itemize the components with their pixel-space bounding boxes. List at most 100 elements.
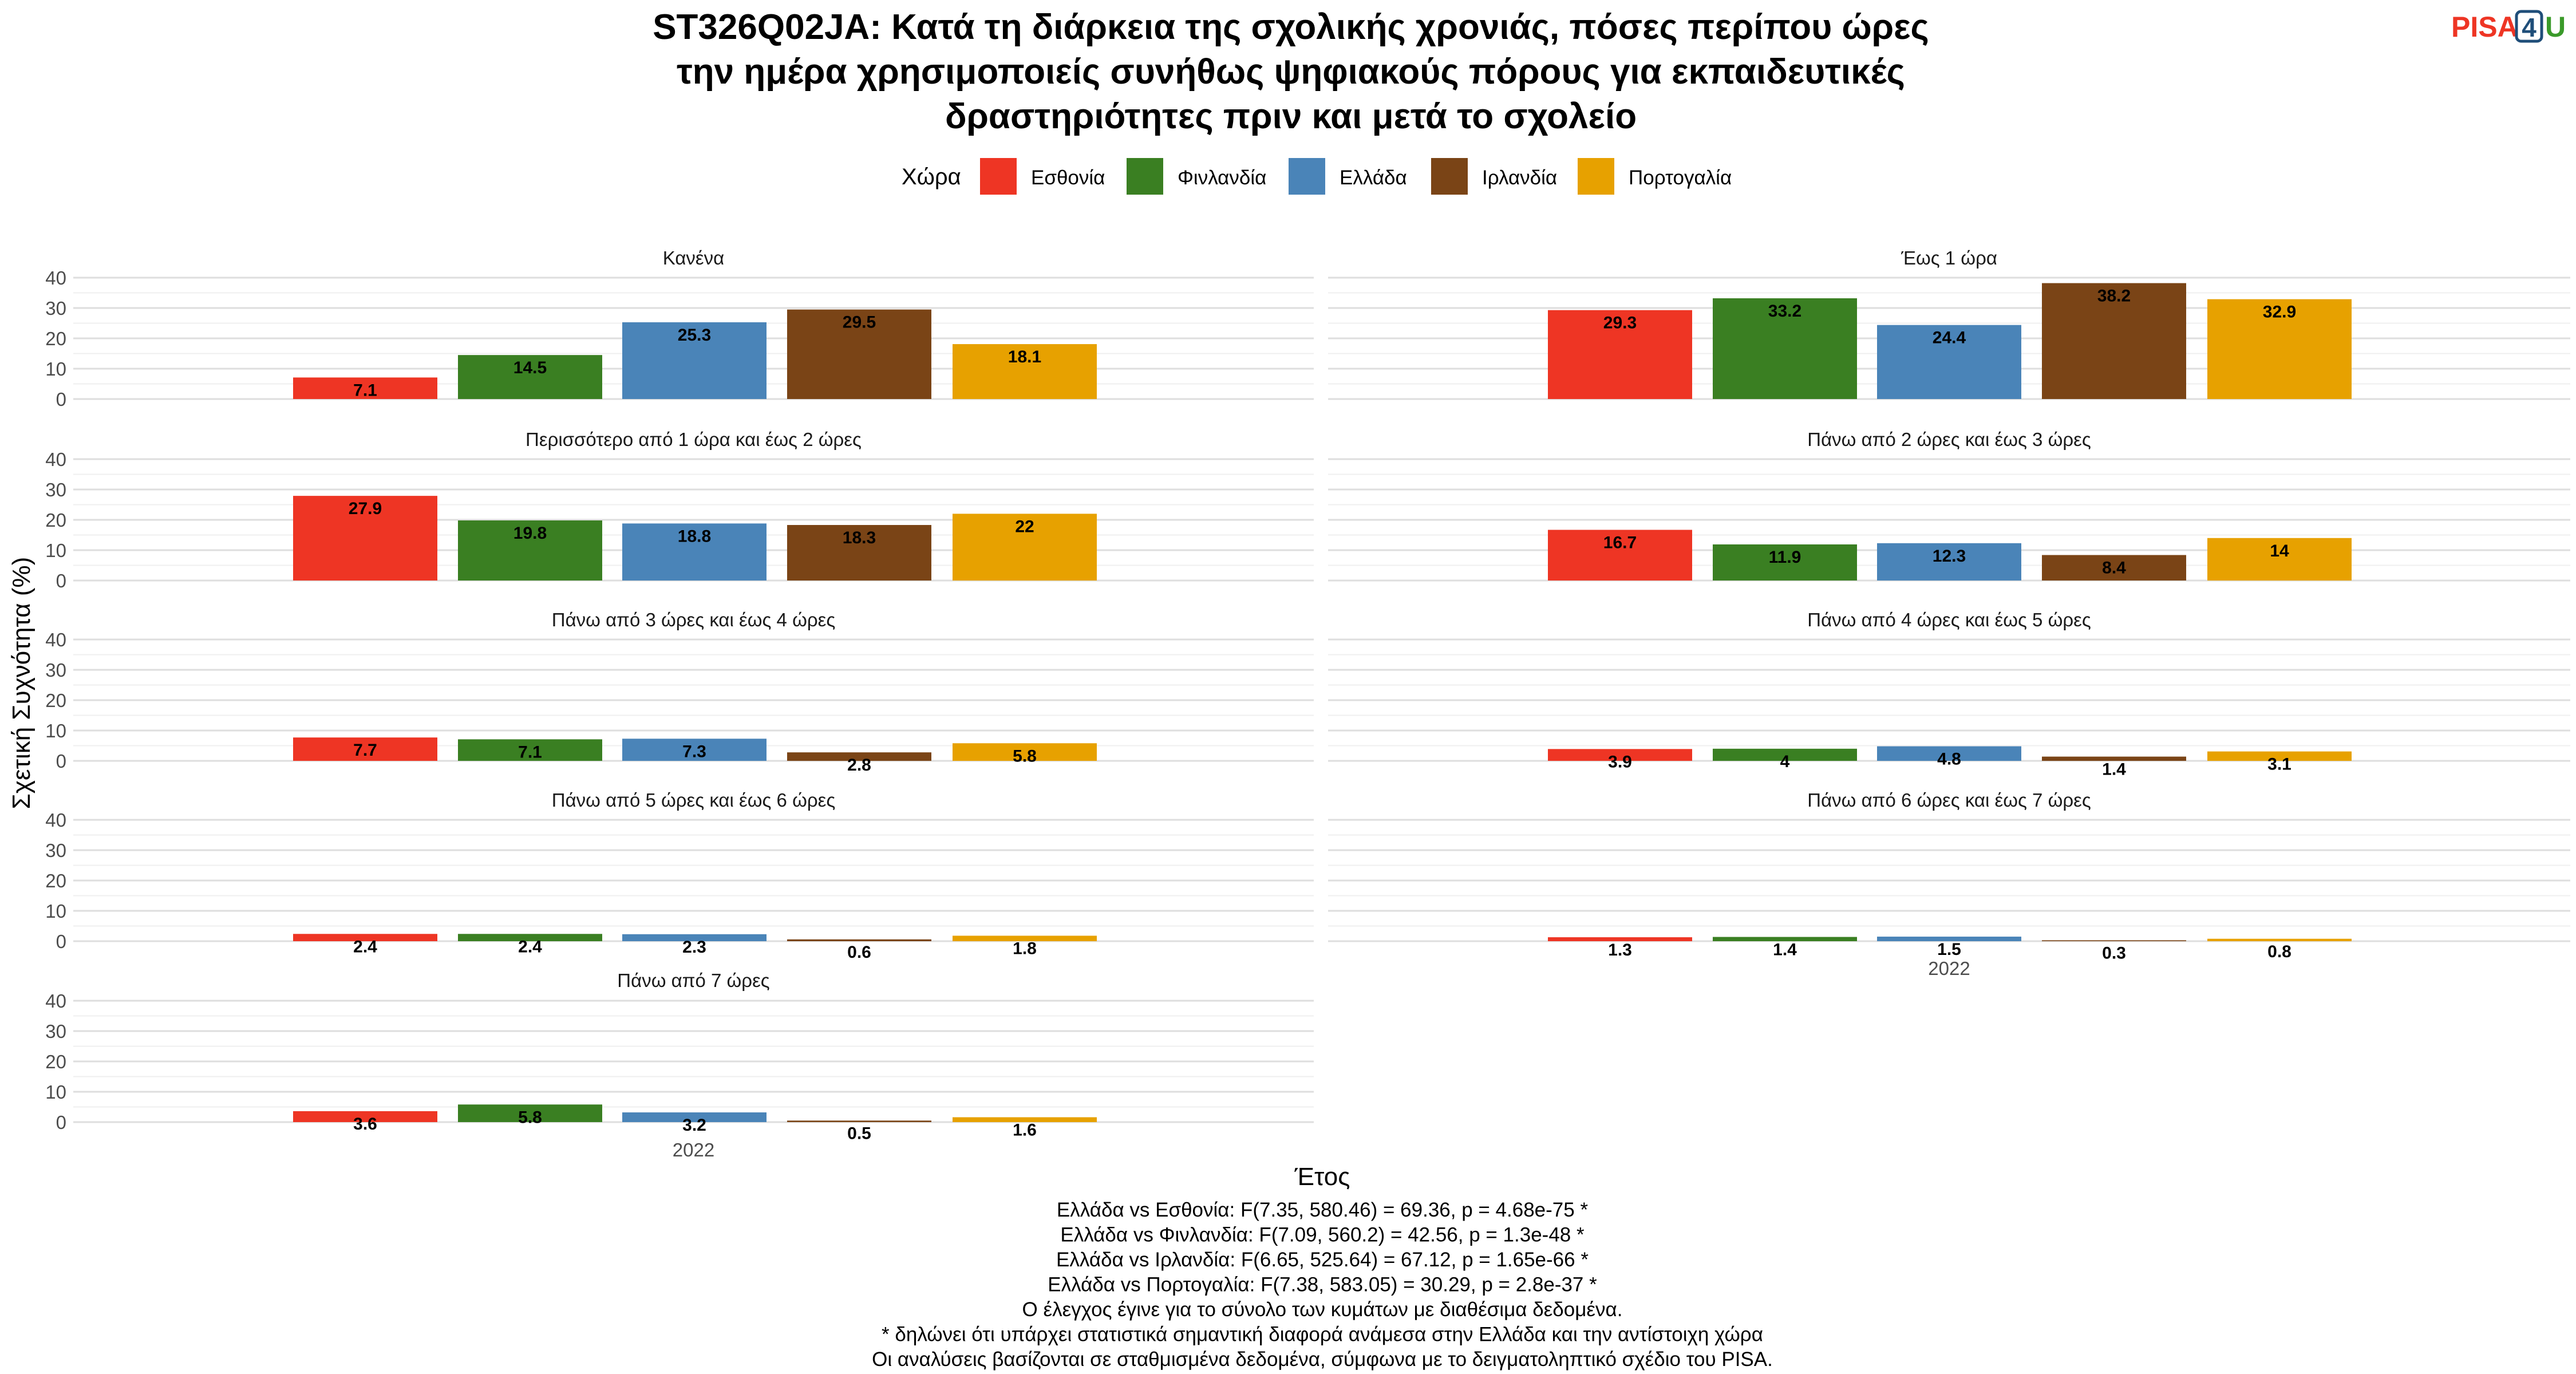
caption-line: Ελλάδα vs Εσθονία: F(7.35, 580.46) = 69.…	[1057, 1199, 1589, 1221]
y-tick-label: 10	[45, 901, 66, 922]
facet-strip-label: Πάνω από 7 ώρες	[617, 970, 769, 991]
bar-value-label: 7.1	[518, 743, 542, 761]
y-tick-label: 30	[45, 1021, 66, 1042]
bar	[622, 739, 767, 761]
bar-value-label: 27.9	[349, 499, 382, 518]
bar	[1877, 543, 2021, 581]
bar-value-label: 1.6	[1013, 1121, 1037, 1140]
logo-text: PISA	[2451, 11, 2518, 43]
bar	[1548, 937, 1692, 941]
bar-value-label: 7.7	[353, 741, 377, 760]
bar-value-label: 5.8	[518, 1108, 542, 1127]
bar	[2042, 940, 2186, 941]
bar	[787, 309, 931, 399]
y-tick-label: 0	[56, 751, 66, 772]
bar	[622, 523, 767, 581]
y-tick-label: 30	[45, 479, 66, 500]
bar-value-label: 33.2	[1768, 302, 1801, 321]
facet-panel: Πάνω από 6 ώρες και έως 7 ώρες 1.3 1.4 1.5 0…	[1328, 789, 2570, 962]
facet-strip-label: Περισσότερο από 1 ώρα και έως 2 ώρες	[526, 429, 862, 450]
bar	[2207, 751, 2352, 761]
bar-value-label: 29.3	[1603, 314, 1637, 333]
y-tick-label: 20	[45, 510, 66, 531]
bar-value-label: 1.5	[1937, 940, 1961, 959]
y-tick-label: 30	[45, 840, 66, 861]
bar	[2042, 283, 2186, 399]
legend-swatch	[980, 158, 1017, 195]
logo-letter: U	[2545, 11, 2566, 43]
y-tick-label: 30	[45, 298, 66, 319]
bar-value-label: 25.3	[678, 326, 711, 345]
chart-title: ST326Q02JA: Κατά τη διάρκεια της σχολική…	[653, 7, 1929, 136]
y-tick-label: 20	[45, 870, 66, 891]
title-line: την ημέρα χρησιμοποιείς συνήθως ψηφιακού…	[677, 52, 1905, 92]
y-tick-label: 20	[45, 328, 66, 349]
bar	[458, 1104, 602, 1122]
y-tick-label: 10	[45, 540, 66, 561]
bar	[787, 939, 931, 941]
legend: Χώρα Εσθονία Φινλανδία Ελλάδα Ιρλανδία Πορτογ…	[902, 158, 1732, 195]
bar-value-label: 12.3	[1933, 547, 1966, 566]
bar	[953, 1117, 1097, 1122]
bar	[293, 737, 437, 761]
bar	[787, 525, 931, 581]
legend-swatch	[1431, 158, 1468, 195]
legend-label: Εσθονία	[1031, 167, 1105, 189]
legend-label: Πορτογαλία	[1629, 167, 1732, 189]
bar-value-label: 0.3	[2102, 943, 2126, 962]
bar-value-label: 3.9	[1608, 752, 1632, 771]
bar-value-label: 1.8	[1013, 939, 1037, 958]
y-tick-label: 10	[45, 720, 66, 741]
bar	[787, 752, 931, 761]
bar-value-label: 24.4	[1933, 329, 1966, 348]
bar-value-label: 38.2	[2097, 287, 2131, 306]
bar	[1877, 746, 2021, 761]
bar-value-label: 18.3	[843, 528, 876, 547]
caption-line: Ελλάδα vs Πορτογαλία: F(7.38, 583.05) = …	[1048, 1274, 1597, 1296]
title-line: ST326Q02JA: Κατά τη διάρκεια της σχολική…	[653, 7, 1929, 47]
bar-value-label: 2.4	[353, 937, 377, 956]
facet-panel: Πάνω από 2 ώρες και έως 3 ώρες 16.7 11.9 12…	[1328, 429, 2570, 582]
legend-swatch	[1578, 158, 1614, 195]
bar	[1713, 748, 1857, 761]
bar-value-label: 3.6	[353, 1115, 377, 1134]
bar	[622, 1112, 767, 1122]
bar	[1877, 937, 2021, 941]
bar	[953, 743, 1097, 761]
bar-value-label: 8.4	[2102, 558, 2126, 577]
y-axis-title: Σχετική Συχνότητα (%)	[7, 557, 35, 810]
bar-value-label: 18.1	[1008, 348, 1041, 366]
bar	[622, 322, 767, 399]
legend-swatch	[1127, 158, 1163, 195]
facet-strip-label: Έως 1 ώρα	[1901, 247, 1997, 269]
bar	[458, 934, 602, 941]
bar-value-label: 2.3	[682, 938, 706, 957]
legend-swatch	[1289, 158, 1325, 195]
bar	[2042, 756, 2186, 761]
x-axis-title: Έτος	[1294, 1163, 1350, 1191]
facet-panel: Πάνω από 7 ώρες 0 10 20 30 40 3.6 5.8 3.2 0.5 1.6	[45, 970, 1314, 1143]
pisa4u-logo: PISA 4 U	[2451, 10, 2566, 43]
y-tick-label: 20	[45, 1051, 66, 1072]
y-tick-label: 0	[56, 1112, 66, 1133]
bar-value-label: 1.4	[2102, 760, 2126, 779]
facet-panel: Κανένα 0 10 20 30 40 7.1 14.5 25.3 29.5 18.1	[45, 247, 1314, 410]
bar	[1548, 749, 1692, 761]
legend-label: Φινλανδία	[1178, 167, 1266, 189]
bar-value-label: 14.5	[513, 358, 547, 377]
bar	[1713, 937, 1857, 941]
bar-value-label: 0.5	[847, 1124, 871, 1143]
bar	[458, 520, 602, 581]
bar	[2207, 299, 2352, 399]
y-tick-label: 0	[56, 931, 66, 952]
bar	[2042, 555, 2186, 581]
bar	[1713, 298, 1857, 399]
bar-value-label: 22	[1015, 517, 1034, 536]
legend-title: Χώρα	[902, 164, 961, 189]
bar	[953, 344, 1097, 399]
bar-value-label: 5.8	[1013, 747, 1037, 765]
axis-titles: 2022 2022 Έτος Σχετική Συχνότητα (%)	[7, 557, 1970, 1191]
logo-box	[2515, 10, 2543, 43]
legend-label: Ιρλανδία	[1482, 167, 1557, 189]
